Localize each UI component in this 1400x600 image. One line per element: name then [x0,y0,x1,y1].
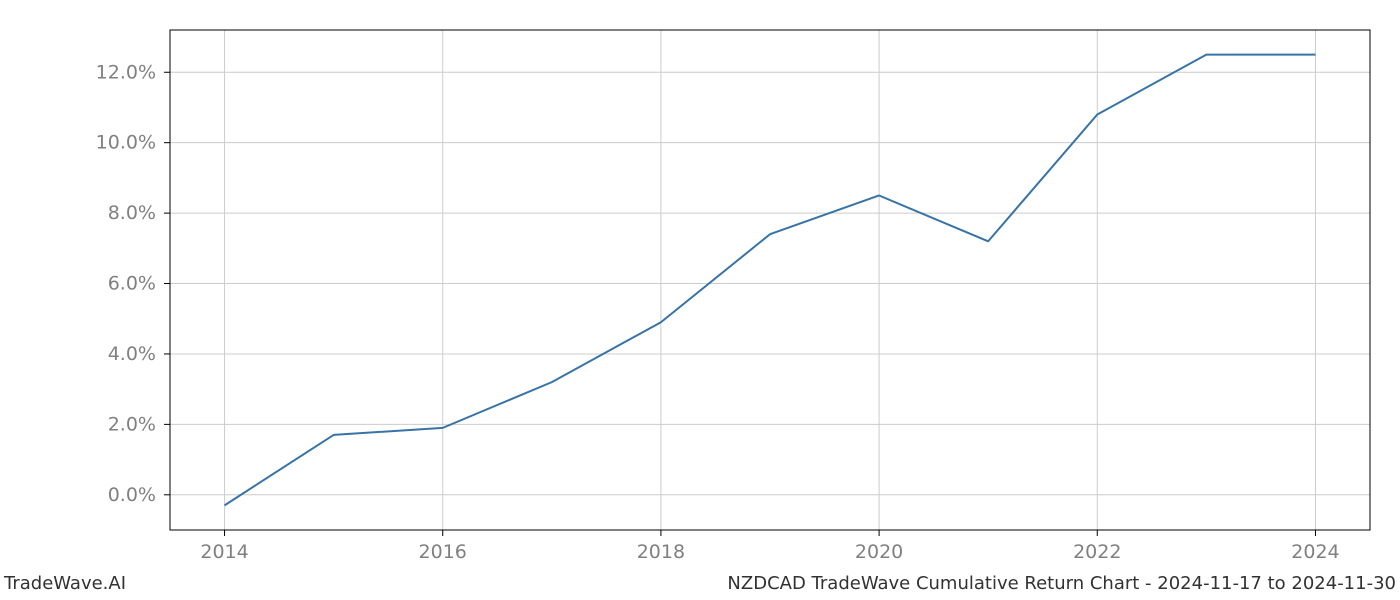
y-tick-label: 4.0% [108,343,156,365]
x-tick-label: 2018 [637,541,685,563]
x-tick-label: 2014 [200,541,248,563]
chart-container: 2014 2016 2018 2020 2022 2024 0.0% 2.0% 4.0% 6.0%… [0,0,1400,600]
footer-left-label: TradeWave.AI [4,573,126,594]
x-tick-label: 2024 [1291,541,1339,563]
y-tick-label: 6.0% [108,273,156,295]
y-tick-label: 12.0% [96,61,156,83]
y-tick-label: 8.0% [108,202,156,224]
x-tick-label: 2016 [419,541,467,563]
line-chart: 2014 2016 2018 2020 2022 2024 0.0% 2.0% 4.0% 6.0%… [0,0,1400,600]
y-tick-label: 10.0% [96,132,156,154]
footer-right-label: NZDCAD TradeWave Cumulative Return Chart… [727,573,1396,594]
y-tick-label: 2.0% [108,413,156,435]
x-tick-label: 2020 [855,541,903,563]
x-tick-label: 2022 [1073,541,1121,563]
y-tick-label: 0.0% [108,484,156,506]
